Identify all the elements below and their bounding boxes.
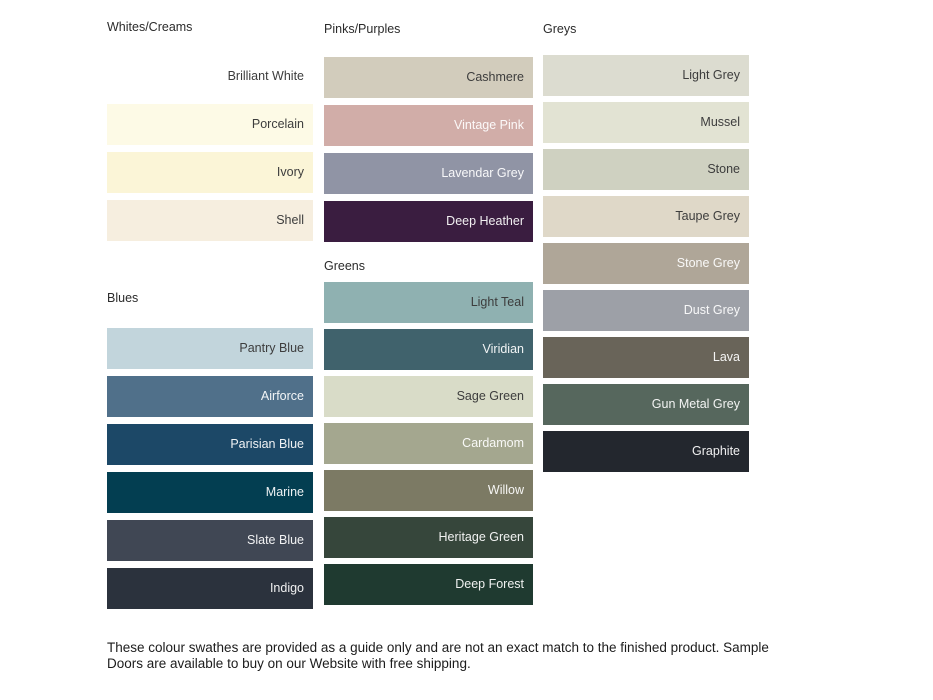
swatch-label: Gun Metal Grey (651, 397, 740, 412)
swatch-sage-green: Sage Green (324, 376, 533, 417)
group-title-pinks-purples: Pinks/Purples (324, 22, 401, 36)
swatch-deep-forest: Deep Forest (324, 564, 533, 605)
swatch-cardamom: Cardamom (324, 423, 533, 464)
swatch-pantry-blue: Pantry Blue (107, 328, 313, 369)
swatch-label: Deep Forest (455, 577, 524, 592)
swatch-label: Deep Heather (446, 214, 524, 229)
swatch-label: Cashmere (466, 70, 524, 85)
swatch-label: Airforce (260, 389, 304, 404)
swatch-label: Light Teal (470, 295, 524, 310)
group-blues: Blues Pantry Blue Airforce Parisian Blue Ma… (107, 290, 313, 616)
swatch-list-blues: Pantry Blue Airforce Parisian Blue Marine Sl… (107, 328, 313, 609)
disclaimer-line-2: Doors are available to buy on our Websit… (107, 655, 471, 671)
swatch-label: Willow (487, 483, 524, 498)
swatch-ivory: Ivory (107, 152, 313, 193)
group-title-greys: Greys (543, 22, 577, 36)
swatch-viridian: Viridian (324, 329, 533, 370)
swatch-label: Sage Green (456, 389, 524, 404)
swatch-list-pinks-purples: Cashmere Vintage Pink Lavendar Grey Deep He… (324, 57, 533, 242)
group-greens: Greens Light Teal Viridian Sage Green Carda… (324, 258, 533, 611)
swatch-label: Brilliant White (227, 69, 304, 84)
swatch-label: Pantry Blue (239, 341, 304, 356)
swatch-label: Mussel (700, 115, 740, 130)
swatch-lava: Lava (543, 337, 749, 378)
swatch-label: Dust Grey (683, 303, 740, 318)
swatch-label: Stone Grey (676, 256, 740, 271)
swatch-dust-grey: Dust Grey (543, 290, 749, 331)
swatch-label: Indigo (269, 581, 304, 596)
swatch-gun-metal-grey: Gun Metal Grey (543, 384, 749, 425)
swatch-list-greys: Light Grey Mussel Stone Taupe Grey Stone Gre… (543, 55, 749, 472)
disclaimer-line-1: These colour swathes are provided as a g… (107, 640, 769, 655)
swatch-list-whites-creams: Brilliant White Porcelain Ivory Shell (107, 56, 313, 241)
swatch-light-grey: Light Grey (543, 55, 749, 96)
swatch-label: Taupe Grey (675, 209, 740, 224)
swatch-marine: Marine (107, 472, 313, 513)
group-title-blues: Blues (107, 291, 139, 305)
swatch-parisian-blue: Parisian Blue (107, 424, 313, 465)
swatch-label: Ivory (276, 165, 304, 180)
group-greys: Greys Light Grey Mussel Stone Taupe Grey Sto… (543, 21, 749, 478)
group-pinks-purples: Pinks/Purples Cashmere Vintage Pink Lavend… (324, 21, 533, 249)
swatch-deep-heather: Deep Heather (324, 201, 533, 242)
swatch-airforce: Airforce (107, 376, 313, 417)
swatch-porcelain: Porcelain (107, 104, 313, 145)
swatch-light-teal: Light Teal (324, 282, 533, 323)
swatch-stone-grey: Stone Grey (543, 243, 749, 284)
swatch-graphite: Graphite (543, 431, 749, 472)
swatch-cashmere: Cashmere (324, 57, 533, 98)
swatch-label: Lavendar Grey (441, 166, 524, 181)
swatch-label: Viridian (482, 342, 524, 357)
disclaimer: These colour swathes are provided as a g… (107, 640, 769, 671)
swatch-indigo: Indigo (107, 568, 313, 609)
swatch-label: Parisian Blue (230, 437, 304, 452)
swatch-label: Light Grey (682, 68, 740, 83)
swatch-label: Vintage Pink (454, 118, 524, 133)
swatch-label: Lava (712, 350, 740, 365)
swatch-label: Graphite (692, 444, 740, 459)
swatch-label: Porcelain (251, 117, 304, 132)
swatch-label: Stone (707, 162, 740, 177)
swatch-stone: Stone (543, 149, 749, 190)
swatch-mussel: Mussel (543, 102, 749, 143)
swatch-label: Cardamom (462, 436, 524, 451)
swatch-taupe-grey: Taupe Grey (543, 196, 749, 237)
group-whites-creams: Whites/Creams Brilliant White Porcelain Iv… (107, 19, 313, 248)
swatch-label: Marine (265, 485, 304, 500)
swatch-lavendar-grey: Lavendar Grey (324, 153, 533, 194)
swatch-brilliant-white: Brilliant White (107, 56, 313, 97)
swatch-list-greens: Light Teal Viridian Sage Green Cardamom Will… (324, 282, 533, 605)
group-title-greens: Greens (324, 259, 365, 273)
swatch-heritage-green: Heritage Green (324, 517, 533, 558)
swatch-label: Slate Blue (247, 533, 304, 548)
swatch-vintage-pink: Vintage Pink (324, 105, 533, 146)
swatch-label: Heritage Green (438, 530, 524, 545)
swatch-label: Shell (276, 213, 304, 228)
swatch-shell: Shell (107, 200, 313, 241)
group-title-whites-creams: Whites/Creams (107, 20, 193, 34)
swatch-slate-blue: Slate Blue (107, 520, 313, 561)
swatch-willow: Willow (324, 470, 533, 511)
